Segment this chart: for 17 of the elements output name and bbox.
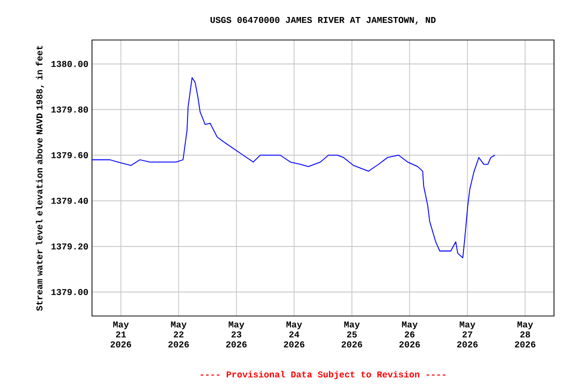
chart-title: USGS 06470000 JAMES RIVER AT JAMESTOWN, ND: [210, 16, 436, 25]
x-tick-label: May 22 2026: [168, 322, 189, 348]
y-tick-label: 1379.40: [51, 198, 88, 204]
text: ---- Provisional Data Subject to Revision ----: [200, 370, 446, 380]
x-tick-label: May 27 2026: [457, 322, 478, 348]
x-tick-label: May 23 2026: [226, 322, 247, 348]
x-tick-label: May 24 2026: [284, 322, 304, 348]
y-tick-label: 1380.00: [51, 60, 88, 67]
x-tick-label: May 25 2026: [342, 322, 362, 348]
y-axis-title: Stream water level elevation above NAVD 1988, in feet: [36, 46, 44, 311]
y-tick-label: 1379.00: [51, 289, 88, 296]
y-tick-label: 1379.20: [51, 243, 88, 250]
x-tick-label: May 26 2026: [399, 322, 420, 348]
y-tick-label: 1379.60: [51, 152, 88, 158]
x-tick-label: May 28 2026: [514, 322, 536, 348]
x-tick-label: May 21 2026: [110, 322, 132, 348]
y-tick-label: 1379.80: [51, 106, 88, 113]
